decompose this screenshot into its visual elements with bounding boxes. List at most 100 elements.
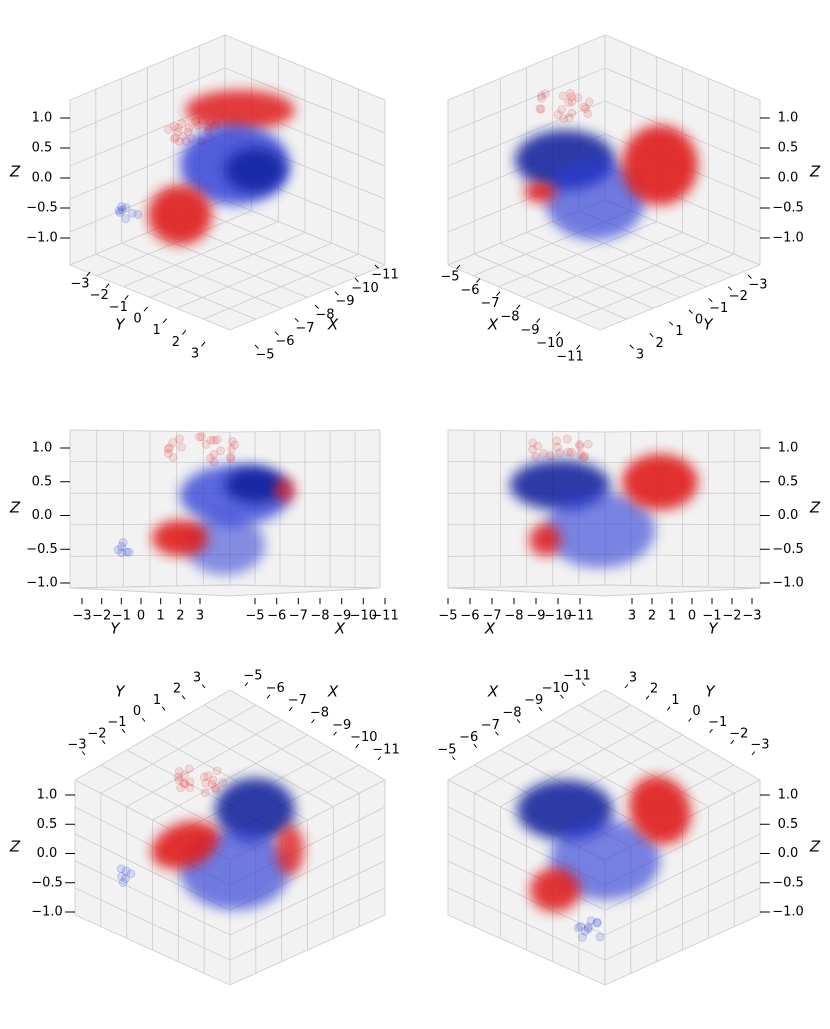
red-cluster-bottom [530,868,580,912]
x-axis-tick-mark [314,304,319,309]
x-axis-tick-label: −5 [438,609,457,624]
x-axis-tick-label: −7 [481,718,500,733]
wall-right-gridline [229,887,386,961]
x-axis-tick-label: −9 [524,693,543,708]
y-axis-tick-mark [181,330,187,335]
red-point [230,440,240,450]
blue-cluster-core [225,467,285,503]
red-point [558,91,568,101]
floor-gridline [203,253,359,320]
red-point [559,114,569,123]
red-point [564,98,573,107]
wall-left-gridline [69,34,226,101]
red-point [209,449,219,459]
wall-left-gridline [74,887,231,961]
ceiling-gridline [229,689,386,781]
red-point [579,102,589,112]
red-point [198,115,208,125]
red-cluster-top [185,90,295,130]
red-point [557,105,567,115]
red-point [163,125,173,134]
point-cloud [114,90,295,245]
z-axis-tick-label: 0.5 [32,141,53,156]
x-axis-label: X [487,683,499,701]
panel-middle-left: 1.00.50.0−0.5−1.0Z−3 −2 −1 0 1 2 3Y−5 −6 −7 −8 −9−… [9,429,399,638]
y-axis-tick-label: 0 [695,313,703,328]
y-axis-tick-mark [143,306,148,312]
y-axis-tick-label: 1 [671,693,679,708]
red-cluster-left [529,524,561,556]
wall-right-gridline [604,914,761,986]
red-point [566,448,576,457]
x-axis-tick-label: −9 [332,718,351,733]
y-axis-tick-label: −1 [708,715,727,730]
panel-top-right: 1.00.50.0−0.5−1.0Z−5−6−7−8−9−10−11X3210−… [440,34,821,365]
y-axis-tick-label: −3 [748,278,767,293]
z-axis-tick-label: 1.0 [778,111,799,126]
blue-point [576,922,586,931]
x-axis-tick-label: −10 [350,609,377,624]
y-axis-tick-label: −2 [729,289,748,304]
x-axis-tick-label: −6 [460,283,479,298]
blue-cluster-core [225,148,285,192]
x-axis-tick-mark [244,682,249,687]
z-axis-tick-label: 1.0 [32,441,53,456]
red-point [211,785,221,795]
wall-left-gridline [447,887,606,961]
z-axis-label: Z [9,163,21,181]
red-point [191,117,200,127]
x-axis-tick-label: −11 [563,669,590,684]
y-axis-tick-mark [162,318,168,324]
x-axis-tick-mark [495,731,499,736]
floor-gridline [498,221,657,288]
red-point [201,440,211,449]
blue-point [595,932,605,942]
blue-point [117,872,126,882]
y-axis-tick-mark [668,321,674,326]
red-point [207,779,217,789]
floor-gridline [523,232,683,298]
x-axis-label: X [327,316,339,334]
x-axis-tick-label: −7 [480,296,499,311]
wall-left-gridline [447,67,606,134]
z-axis-tick-label: 1.0 [37,788,58,803]
x-axis-tick-label: −5 [440,270,459,285]
wall-right-gridline [229,860,386,936]
red-point [174,434,184,444]
wall-right-gridline [229,523,381,526]
z-axis-tick-label: −0.5 [772,201,804,216]
red-point [537,91,546,101]
red-point [170,134,179,144]
z-axis-label: Z [9,838,21,856]
z-axis-tick-label: −0.5 [31,875,63,890]
x-axis-tick-mark [560,694,564,699]
z-axis-tick-label: −1.0 [26,231,58,246]
y-axis-tick-mark [666,706,671,711]
floor-gridline [549,242,709,309]
z-axis-label: Z [809,163,821,181]
z-axis-tick-label: −1.0 [772,905,804,920]
x-axis-tick-label: −10 [536,336,563,351]
ceiling-gridline [178,719,334,808]
red-point [176,783,185,793]
red-point [169,122,179,131]
floor [447,584,761,597]
x-axis-tick-mark [451,756,456,761]
red-cluster-right [622,125,698,205]
red-point [576,450,586,459]
z-axis-tick-label: 1.0 [778,788,799,803]
red-point [174,775,184,785]
x-axis-tick-mark [556,331,561,337]
x-axis-tick-label: −10 [351,281,378,296]
x-axis-tick-label: −11 [371,268,398,283]
wall-right-gridline [229,914,386,986]
red-point [564,447,573,457]
x-axis-tick-mark [576,344,581,350]
x-axis-tick-mark [516,304,521,310]
x-axis-tick-label: −11 [556,350,583,365]
y-axis-tick-mark [181,695,186,700]
red-point [227,444,236,454]
red-point [163,449,173,458]
y-axis-tick-mark [624,684,629,689]
z-axis-tick-label: 0.0 [32,171,53,186]
